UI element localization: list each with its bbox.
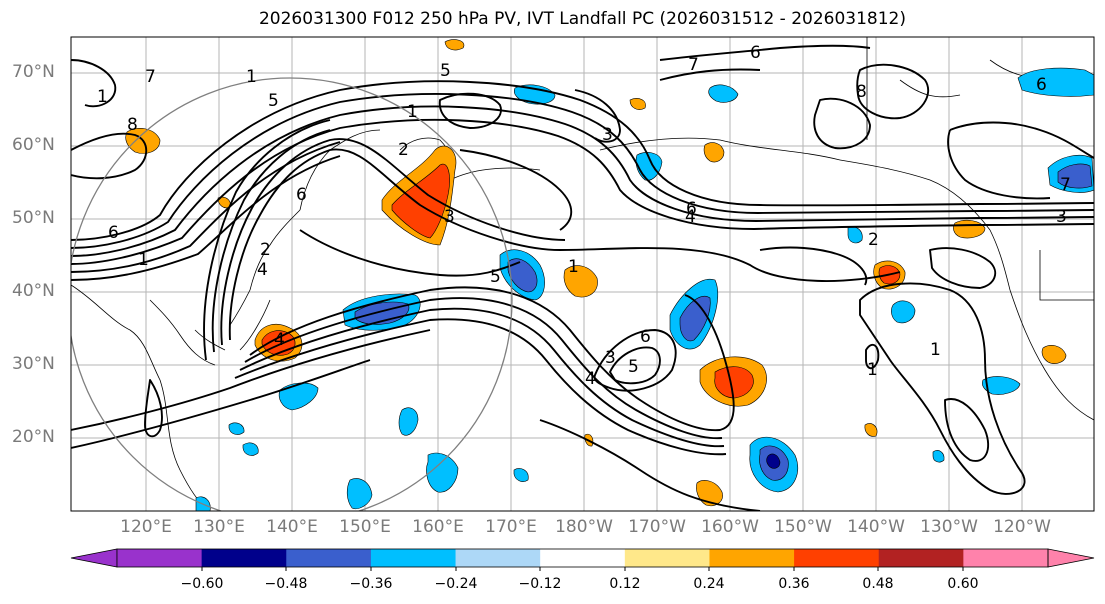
- contour-label: 8: [127, 115, 138, 135]
- contour-label: 3: [1056, 207, 1067, 227]
- contour-label: 1: [138, 250, 149, 270]
- contour-label: 1: [867, 360, 878, 380]
- contour-label: 7: [688, 55, 699, 75]
- lon-label: 140°W: [847, 517, 905, 537]
- contour-label: 3: [605, 348, 616, 368]
- contour-label: 4: [585, 369, 596, 389]
- lon-label: 130°E: [193, 517, 245, 537]
- contour-label: 6: [1036, 75, 1047, 95]
- colorbar-tick-label: −0.36: [349, 576, 393, 592]
- contour-label: 1: [930, 340, 941, 360]
- contour-label: 4: [274, 330, 285, 350]
- contour-label: 6: [640, 327, 651, 347]
- contour-label: 7: [1060, 175, 1071, 195]
- contour-label: 4: [685, 207, 696, 227]
- contour-label: 6: [108, 223, 119, 243]
- colorbar-tick-label: 0.24: [693, 576, 725, 592]
- pv-contours: [71, 44, 1094, 511]
- map-title: 2026031300 F012 250 hPa PV, IVT Landfall…: [258, 9, 906, 29]
- contour-label: 5: [440, 61, 451, 81]
- lon-label: 120°E: [120, 517, 172, 537]
- landfall-radius-circle: [71, 77, 513, 511]
- contour-label: 1: [407, 102, 418, 122]
- contour-label: 5: [490, 267, 501, 287]
- lon-label: 170°E: [485, 517, 537, 537]
- contour-label: 5: [268, 91, 279, 111]
- colorbar-tick-label: −0.48: [264, 576, 308, 592]
- lon-label: 140°E: [266, 517, 318, 537]
- lon-label: 180°W: [555, 517, 613, 537]
- contour-label: 1: [246, 67, 257, 87]
- lon-label: 160°E: [412, 517, 464, 537]
- colorbar-tick-label: 0.36: [778, 576, 810, 592]
- map-frame: [70, 36, 1095, 512]
- lat-label-20n: 20°N: [12, 427, 55, 447]
- lat-label-30n: 30°N: [12, 354, 55, 374]
- contour-label: 6: [296, 185, 307, 205]
- contour-label: 2: [398, 140, 409, 160]
- lon-label: 130°W: [920, 517, 978, 537]
- colorbar-tick-label: −0.12: [518, 576, 562, 592]
- contour-label: 2: [868, 230, 879, 250]
- contour-label: 7: [145, 67, 156, 87]
- lat-label-50n: 50°N: [12, 208, 55, 228]
- colorbar-tick-label: 0.60: [947, 576, 979, 592]
- contour-label: 1: [97, 87, 108, 107]
- lon-label: 150°W: [774, 517, 832, 537]
- lon-label: 160°W: [701, 517, 759, 537]
- contour-label: 6: [686, 199, 697, 219]
- lat-label-70n: 70°N: [12, 62, 55, 82]
- colorbar-tick-label: −0.24: [434, 576, 478, 592]
- contour-label: 3: [444, 207, 455, 227]
- colorbar-tick-label: −0.60: [180, 576, 224, 592]
- lon-label: 150°E: [339, 517, 391, 537]
- contour-label: 1: [568, 257, 579, 277]
- contour-label: 5: [628, 357, 639, 377]
- lon-label: 120°W: [993, 517, 1051, 537]
- contour-label: 4: [257, 260, 268, 280]
- contour-label: 8: [856, 82, 867, 102]
- contour-label: 2: [260, 240, 271, 260]
- colorbar-tick-label: 0.48: [862, 576, 894, 592]
- contour-label-group: 7 1 5 1 3 6 7 8 8 6 1 2 4 6 3 2 2 4 5 1 …: [97, 43, 1071, 389]
- shaded-pv-anomalies: [125, 39, 1094, 511]
- lon-label: 170°W: [628, 517, 686, 537]
- colorbar-tick-label: 0.12: [609, 576, 641, 592]
- lat-label-60n: 60°N: [12, 135, 55, 155]
- lat-label-40n: 40°N: [12, 281, 55, 301]
- contour-label: 6: [750, 43, 761, 63]
- contour-label: 3: [602, 125, 613, 145]
